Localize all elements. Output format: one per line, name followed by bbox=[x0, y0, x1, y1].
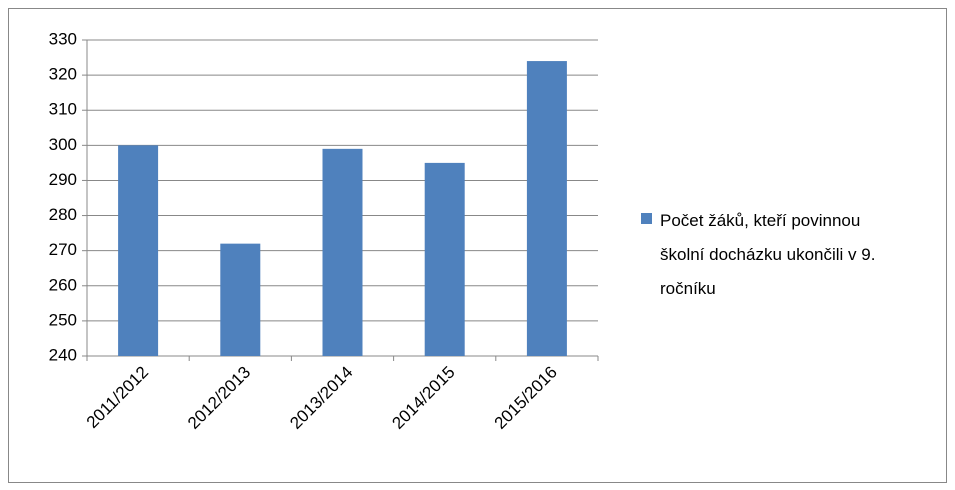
x-tick-label: 2013/2014 bbox=[286, 363, 356, 433]
y-tick-label: 260 bbox=[49, 275, 77, 294]
x-tick-label: 2011/2012 bbox=[83, 363, 152, 432]
bar bbox=[526, 61, 567, 357]
y-tick-label: 300 bbox=[49, 135, 77, 154]
chart-border bbox=[8, 8, 947, 483]
y-tick-label: 240 bbox=[49, 345, 77, 364]
bar bbox=[220, 243, 261, 356]
y-tick-label: 290 bbox=[49, 170, 77, 189]
bar bbox=[424, 162, 465, 356]
y-tick-label: 280 bbox=[49, 205, 77, 224]
y-tick-label: 320 bbox=[49, 65, 77, 84]
y-tick-label: 270 bbox=[49, 240, 77, 259]
legend: Počet žáků, kteří povinnou školní docház… bbox=[640, 204, 890, 306]
y-tick-label: 250 bbox=[49, 310, 77, 329]
bar bbox=[118, 145, 159, 356]
legend-marker bbox=[641, 213, 652, 224]
x-tick-label: 2012/2013 bbox=[184, 363, 254, 433]
bar bbox=[322, 148, 363, 356]
x-tick-label: 2015/2016 bbox=[491, 363, 561, 433]
y-tick-label: 310 bbox=[49, 100, 77, 119]
legend-label: Počet žáků, kteří povinnou školní docház… bbox=[660, 211, 876, 298]
y-tick-label: 330 bbox=[49, 29, 77, 48]
x-tick-label: 2014/2015 bbox=[388, 363, 458, 433]
